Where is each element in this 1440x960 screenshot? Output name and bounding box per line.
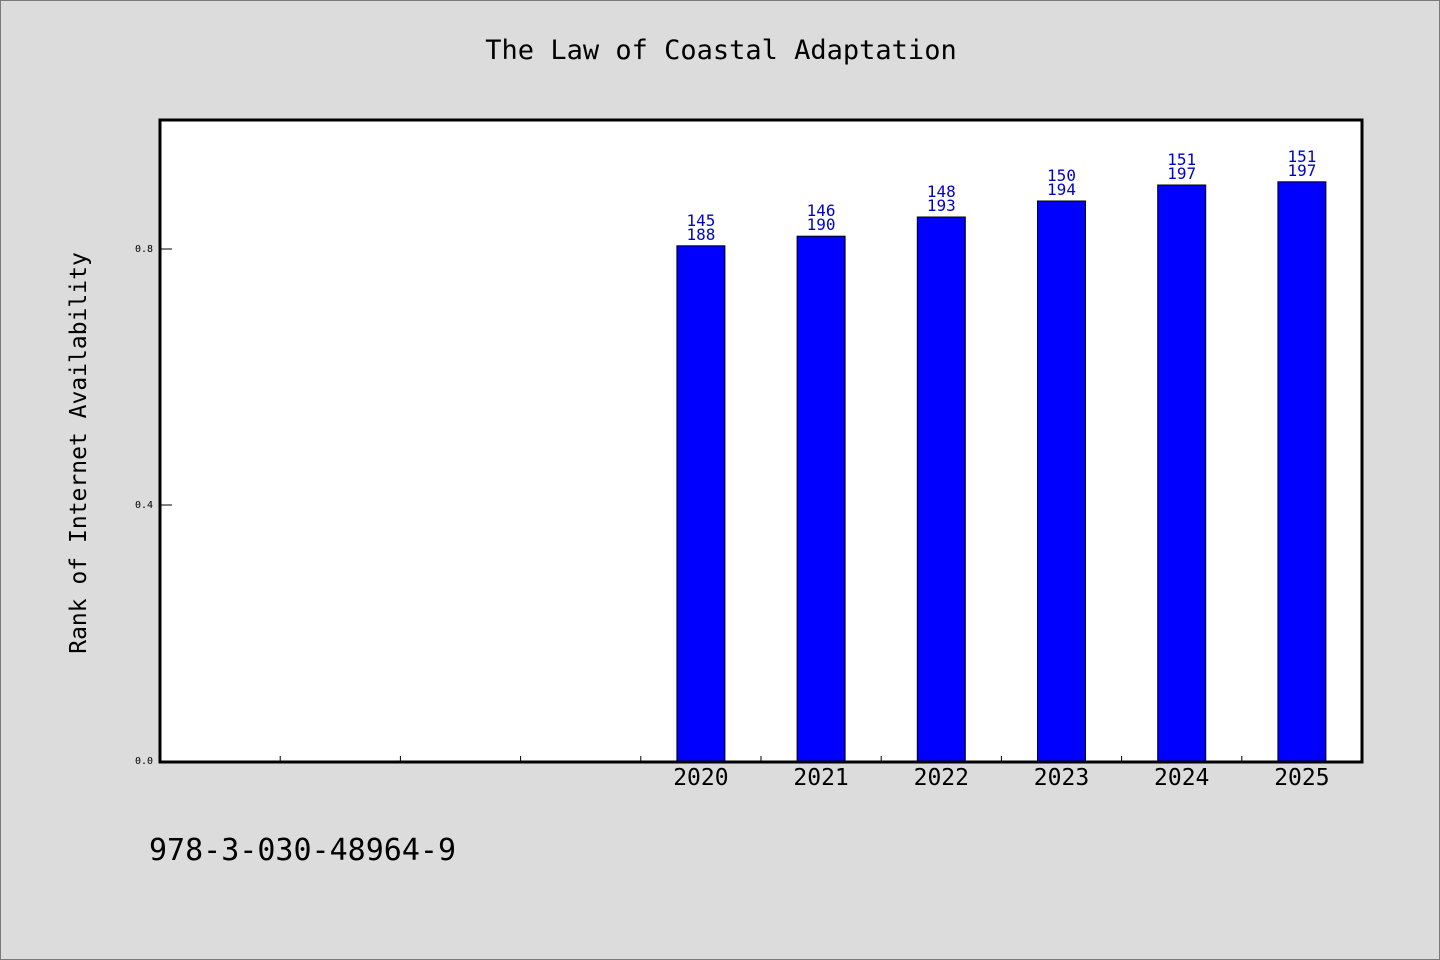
bar-2025 — [1277, 181, 1327, 762]
bar-2021 — [796, 235, 846, 762]
bar-label-bottom: 193 — [927, 196, 956, 215]
bar-label-top: 151 — [1287, 147, 1316, 166]
x-tick-label: 2024 — [1154, 765, 1209, 791]
bar-label-bottom: 194 — [1047, 180, 1076, 199]
bar-label-bottom: 188 — [686, 225, 715, 244]
x-tick-label: 2022 — [914, 765, 969, 791]
bar-label-bottom: 197 — [1287, 161, 1316, 180]
bar-2022 — [916, 216, 966, 762]
bar-2020 — [676, 245, 726, 762]
chart-title: The Law of Coastal Adaptation — [485, 35, 957, 66]
bar-label-top: 145 — [686, 211, 715, 230]
bars-layer — [676, 181, 1327, 762]
y-tick-label: 0.8 — [135, 244, 153, 255]
x-tick-label: 2025 — [1274, 765, 1329, 791]
bar-label-top: 150 — [1047, 166, 1076, 185]
bar-label-top: 148 — [927, 182, 956, 201]
x-ticks-layer: 2020 2021 2022 2023 2024 2025 — [279, 756, 1330, 791]
isbn-code: 978-3-030-48964-9 — [149, 833, 457, 868]
y-tick-label: 0.0 — [135, 756, 153, 767]
bar-label-bottom: 197 — [1167, 164, 1196, 183]
x-tick-label: 2020 — [673, 765, 728, 791]
y-tick-label: 0.4 — [135, 500, 153, 511]
y-ticks-layer: 0.0 0.4 0.8 — [135, 244, 172, 767]
bar-label-bottom: 190 — [807, 215, 836, 234]
x-tick-label: 2023 — [1034, 765, 1089, 791]
plot-frame — [158, 118, 1364, 764]
bar-label-top: 151 — [1167, 150, 1196, 169]
bar-label-top: 146 — [807, 201, 836, 220]
y-axis-label: Rank of Internet Availability — [66, 252, 92, 654]
bar-2024 — [1157, 184, 1207, 762]
bar-2023 — [1037, 200, 1086, 762]
x-tick-label: 2021 — [793, 765, 848, 791]
